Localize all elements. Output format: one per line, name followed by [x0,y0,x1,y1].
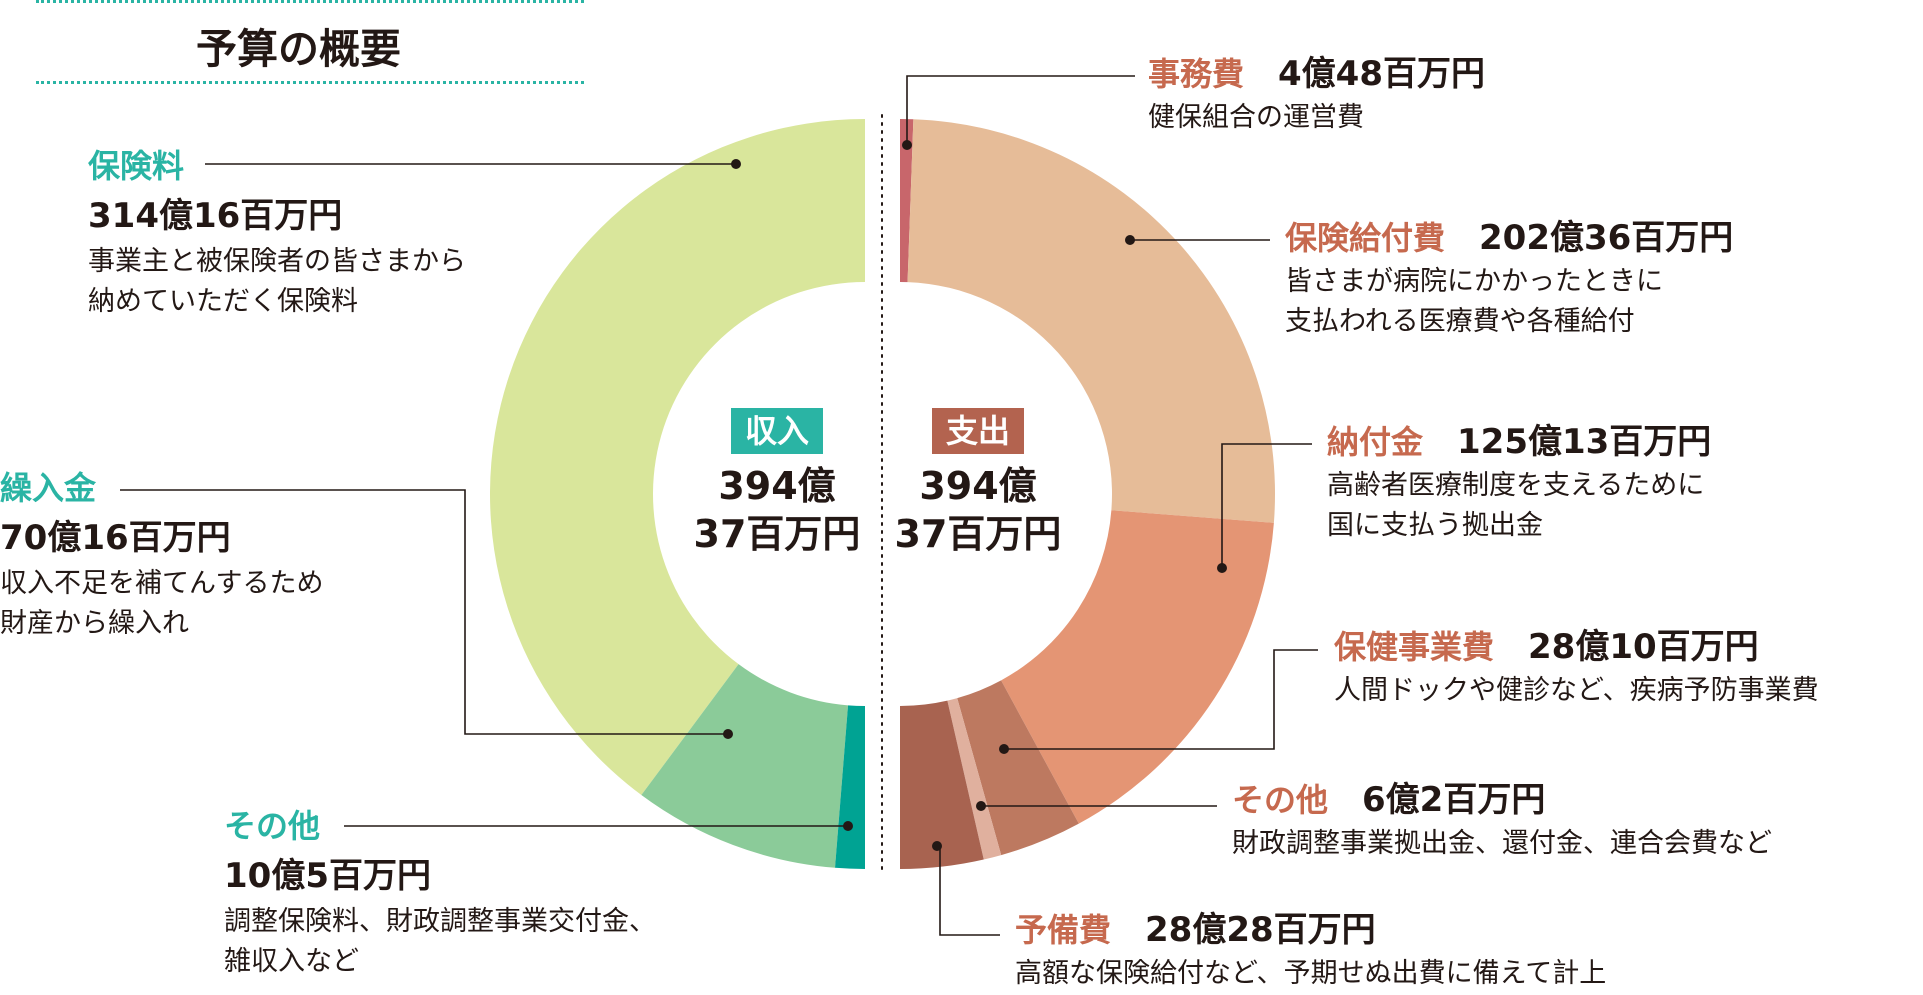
income-name: その他 [224,807,321,845]
expense-desc-line: 健保組合の運営費 [1148,102,1364,133]
leader-dot-0 [731,159,741,169]
leader-line-5 [1221,443,1312,568]
expense-amount: 125億13百万円 [1457,422,1712,462]
income-total-line2: 37百万円 [693,512,861,556]
leader-line-3 [906,75,1135,145]
expense-label-yobihi: 予備費 28億28百万円 高額な保険給付など、予期せぬ出費に備えて計上 [1015,908,1606,994]
expense-name: 予備費 [1015,911,1112,949]
leader-line-6 [1004,649,1318,750]
expense-name: 事務費 [1148,55,1245,93]
income-desc-line: 収入不足を補てんするため [0,568,324,599]
expense-slice-5 [900,700,984,869]
income-desc-line: 財産から繰入れ [0,608,189,639]
expense-slice-3 [957,680,1079,856]
expense-amount: 202億36百万円 [1479,218,1734,258]
page-title-text: 予算の概要 [196,25,401,73]
expense-name: 保険給付費 [1285,219,1446,257]
expense-desc-line: 支払われる医療費や各種給付 [1285,306,1635,337]
page-title: 予算の概要 [36,0,584,84]
expense-total-line2: 37百万円 [894,512,1062,556]
expense-desc-line: 皆さまが病院にかかったときに [1285,266,1663,297]
income-center: 収入 394億 37百万円 [677,408,877,558]
leader-dot-7 [976,801,986,811]
expense-label-kyufuhi: 保険給付費 202億36百万円 皆さまが病院にかかったときに 支払われる医療費や各… [1285,216,1733,342]
expense-total-line1: 394億 [919,464,1037,508]
expense-label-hoken-jigyo: 保健事業費 28億10百万円 人間ドックや健診など、疾病予防事業費 [1334,625,1819,711]
expense-label-other: その他 6億2百万円 財政調整事業拠出金、還付金、連合会費など [1232,778,1772,864]
income-amount: 314億16百万円 [88,196,343,236]
expense-label-jimuhi: 事務費 4億48百万円 健保組合の運営費 [1148,52,1485,138]
expense-desc-line: 財政調整事業拠出金、還付金、連合会費など [1232,828,1772,859]
leader-dot-6 [999,744,1009,754]
leader-dot-5 [1217,563,1227,573]
income-desc-line: 雑収入など [224,946,359,977]
expense-slice-4 [947,698,1002,860]
income-name: 繰入金 [0,469,97,507]
income-desc-line: 納めていただく保険料 [88,286,358,317]
expense-name: 納付金 [1327,423,1424,461]
expense-desc-line: 国に支払う拠出金 [1327,510,1543,541]
leader-line-1 [120,489,728,735]
expense-label-nofukin: 納付金 125億13百万円 高齢者医療制度を支えるために 国に支払う拠出金 [1327,420,1711,546]
income-label-other: その他 10億5百万円 調整保険料、財政調整事業交付金、 雑収入など [224,806,656,982]
income-slice-2 [835,705,865,869]
income-desc-line: 事業主と被保険者の皆さまから [88,246,466,277]
expense-amount: 4億48百万円 [1278,54,1485,94]
leader-dot-1 [723,729,733,739]
income-label-kurikomi: 繰入金 70億16百万円 収入不足を補てんするため 財産から繰入れ [0,468,323,644]
expense-name: 保健事業費 [1334,628,1495,666]
expense-amount: 28億10百万円 [1528,627,1759,667]
expense-slice-0 [900,119,914,283]
income-slice-1 [641,664,849,868]
leader-dot-3 [902,140,912,150]
expense-badge: 支出 [931,408,1024,454]
expense-center: 支出 394億 37百万円 [878,408,1078,558]
leader-dot-4 [1125,235,1135,245]
income-slice-0 [489,119,865,796]
leader-dot-8 [932,841,942,851]
income-amount: 70億16百万円 [0,518,231,558]
expense-slice-2 [1001,510,1274,824]
leader-dot-2 [843,821,853,831]
expense-desc-line: 人間ドックや健診など、疾病予防事業費 [1334,675,1819,706]
income-amount: 10億5百万円 [224,856,431,896]
expense-desc-line: 高額な保険給付など、予期せぬ出費に備えて計上 [1015,958,1607,989]
income-name: 保険料 [88,147,185,185]
income-total-line1: 394億 [718,464,836,508]
expense-amount: 6億2百万円 [1362,780,1546,820]
expense-name: その他 [1232,781,1329,819]
income-label-hokenryo: 保険料 314億16百万円 事業主と被保険者の皆さまから 納めていただく保険料 [88,146,466,322]
expense-desc-line: 高齢者医療制度を支えるために [1327,470,1705,501]
income-badge: 収入 [730,408,823,454]
expense-amount: 28億28百万円 [1145,910,1376,950]
expense-slice-1 [907,119,1275,523]
income-desc-line: 調整保険料、財政調整事業交付金、 [224,906,656,937]
